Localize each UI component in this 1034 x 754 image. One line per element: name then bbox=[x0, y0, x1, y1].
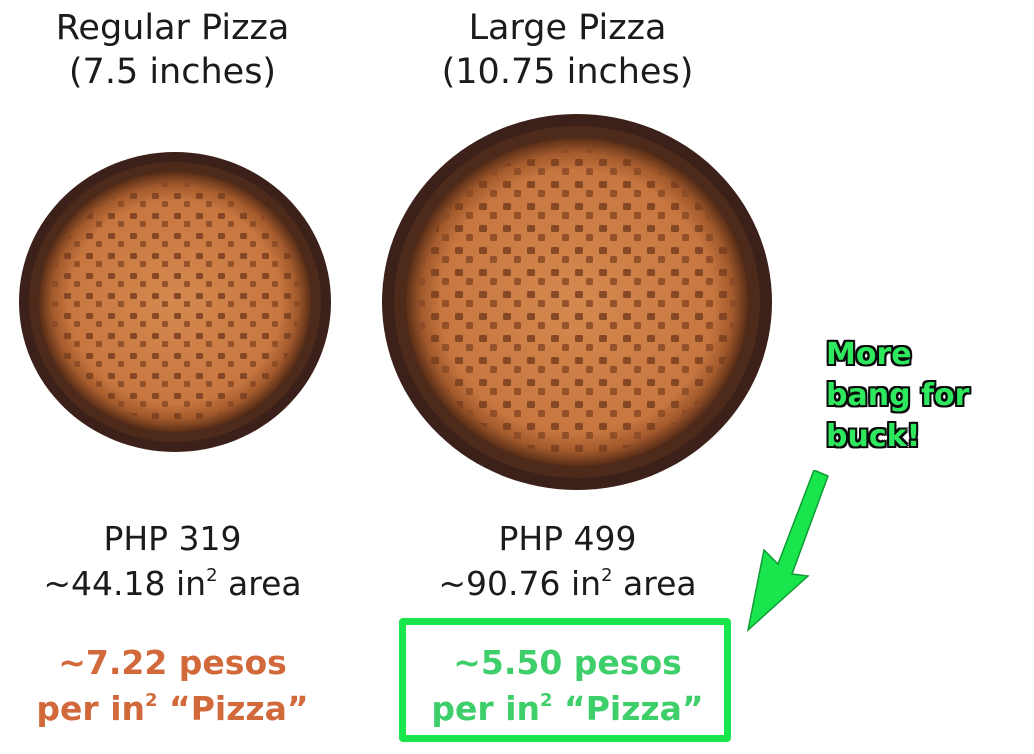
large-pizza-image bbox=[382, 114, 772, 490]
regular-price-per-area: ~7.22 pesos per in2 “Pizza” bbox=[10, 640, 335, 732]
callout-line-3: buck! bbox=[826, 419, 921, 454]
regular-ppi-unit: per in2 “Pizza” bbox=[10, 686, 335, 732]
regular-area: ~44.18 in2 area bbox=[10, 561, 335, 606]
regular-price: PHP 319 bbox=[103, 519, 242, 558]
large-ppi-exponent: 2 bbox=[540, 690, 553, 711]
callout-line-2: bang for bbox=[826, 378, 970, 413]
regular-ppi-exponent: 2 bbox=[145, 690, 158, 711]
large-price-per-area: ~5.50 pesos per in2 “Pizza” bbox=[400, 640, 735, 732]
large-highlight-box bbox=[399, 618, 731, 742]
regular-area-value: ~44.18 in bbox=[43, 564, 207, 603]
callout-arrow-icon bbox=[746, 470, 829, 633]
large-area: ~90.76 in2 area bbox=[400, 561, 735, 606]
regular-area-exponent: 2 bbox=[206, 565, 218, 586]
regular-pizza-size: (7.5 inches) bbox=[68, 52, 277, 92]
regular-ppi-value: ~7.22 pesos bbox=[58, 643, 287, 682]
large-pizza-size: (10.75 inches) bbox=[441, 52, 694, 92]
regular-pizza-name: Regular Pizza bbox=[55, 8, 290, 48]
regular-ppi-prefix: per in bbox=[36, 689, 145, 728]
regular-area-suffix: area bbox=[217, 564, 302, 603]
large-pizza-title: Large Pizza (10.75 inches) bbox=[400, 6, 735, 94]
large-price: PHP 499 bbox=[498, 519, 637, 558]
large-area-value: ~90.76 in bbox=[438, 564, 602, 603]
regular-pizza-title: Regular Pizza (7.5 inches) bbox=[10, 6, 335, 94]
large-price-block: PHP 499 ~90.76 in2 area bbox=[400, 516, 735, 606]
large-area-exponent: 2 bbox=[601, 565, 613, 586]
large-area-suffix: area bbox=[612, 564, 697, 603]
large-ppi-prefix: per in bbox=[431, 689, 540, 728]
large-ppi-value: ~5.50 pesos bbox=[453, 643, 682, 682]
regular-price-block: PHP 319 ~44.18 in2 area bbox=[10, 516, 335, 606]
large-ppi-suffix: “Pizza” bbox=[552, 689, 704, 728]
regular-pizza-image bbox=[19, 152, 331, 452]
callout-line-1: More bbox=[826, 337, 912, 372]
regular-ppi-suffix: “Pizza” bbox=[157, 689, 309, 728]
large-pizza-name: Large Pizza bbox=[468, 8, 667, 48]
large-ppi-unit: per in2 “Pizza” bbox=[400, 686, 735, 732]
more-bang-callout: More bang for buck! bbox=[826, 334, 986, 457]
